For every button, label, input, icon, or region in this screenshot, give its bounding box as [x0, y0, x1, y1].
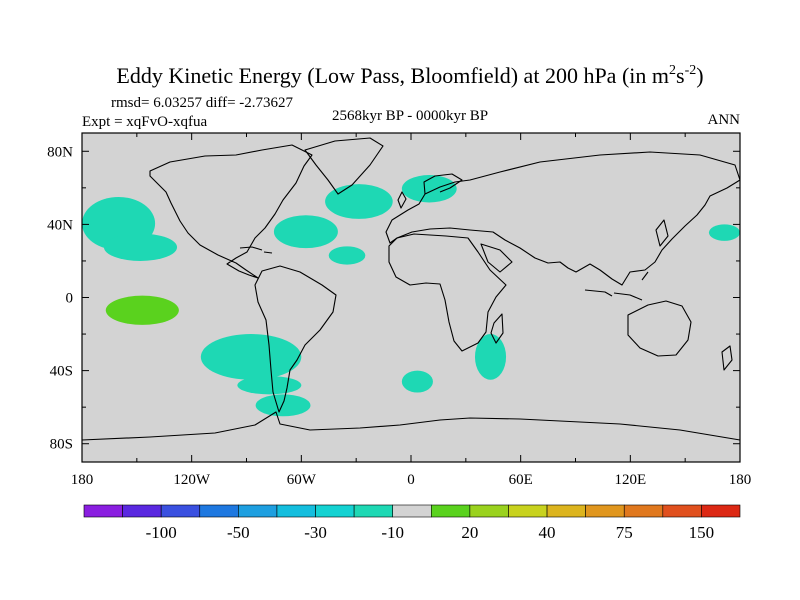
colorbar-swatch — [430, 504, 471, 518]
x-tick-label: 60E — [509, 472, 533, 488]
coast-british-isles — [397, 191, 407, 209]
coast-antarctica — [81, 411, 741, 441]
anomaly-mozambique — [474, 334, 507, 380]
coast-new-zealand — [721, 345, 733, 371]
x-tick-label: 0 — [407, 472, 415, 488]
colorbar-swatch — [701, 504, 741, 518]
anomaly-layer — [82, 175, 740, 417]
experiment-label: Expt = xqFvO-xqfua — [82, 114, 207, 130]
anomaly-azores — [328, 246, 366, 265]
anomaly-s-pacific-south — [237, 376, 302, 395]
y-tick-label: 80N — [47, 144, 73, 160]
y-axis: 80N 40N 0 40S 80S — [47, 144, 740, 453]
y-tick-label: 40S — [50, 364, 73, 380]
colorbar-label: 75 — [616, 523, 633, 542]
colorbar-swatch — [238, 504, 278, 518]
colorbar-swatch — [469, 504, 509, 518]
coast-africa — [388, 233, 507, 352]
colorbar-swatch — [662, 504, 702, 518]
colorbar-label: -10 — [381, 523, 404, 542]
colorbar-swatch — [199, 504, 239, 518]
coast-indonesia — [584, 271, 649, 301]
colorbar-swatch — [353, 504, 394, 518]
coast-greenland — [304, 137, 384, 195]
colorbar-label: 150 — [689, 523, 715, 542]
colorbar-swatch — [623, 504, 664, 518]
x-tick-label: 120E — [614, 472, 646, 488]
colorbar-swatch — [585, 504, 625, 518]
x-tick-label: 60W — [287, 472, 317, 488]
coastlines — [81, 137, 741, 441]
colorbar-swatch — [276, 504, 316, 518]
colorbar-swatch — [392, 504, 432, 518]
coast-arabia — [480, 243, 513, 273]
x-axis: 180 120W 60W 0 60E 120E 180 — [71, 133, 752, 488]
coast-japan — [655, 219, 669, 247]
period-label: 2568kyr BP - 0000kyr BP — [332, 108, 488, 124]
anomaly-n-pacific-far-east — [708, 224, 740, 241]
colorbar-label: -30 — [304, 523, 327, 542]
map-plot: 180 120W 60W 0 60E 120E 180 80N 40N 0 40S 80S — [47, 132, 752, 488]
colorbar-label: 40 — [539, 523, 556, 542]
season-label: ANN — [708, 112, 741, 128]
colorbar-swatch — [508, 504, 548, 518]
x-tick-label: 180 — [71, 472, 94, 488]
coast-scandinavia — [423, 173, 463, 195]
anomaly-subtropical-pacific — [105, 295, 179, 325]
x-tick-label: 180 — [729, 472, 752, 488]
colorbar-swatch — [546, 504, 586, 518]
anomaly-s-pacific-central — [200, 334, 302, 380]
anomaly-drake-passage — [255, 394, 311, 417]
anomaly-s-atlantic — [401, 370, 433, 393]
colorbar-label: -100 — [146, 523, 177, 542]
y-tick-label: 80S — [50, 437, 73, 453]
chart-title: Eddy Kinetic Energy (Low Pass, Bloomfiel… — [116, 63, 703, 88]
coast-caribbean — [239, 246, 273, 254]
colorbar-swatch — [122, 504, 162, 518]
coast-eurasia — [385, 151, 741, 286]
coast-south-america — [254, 265, 337, 413]
rmsd-label: rmsd= 6.03257 diff= -2.73627 — [111, 95, 294, 111]
anomaly-n-pacific-east — [103, 233, 178, 261]
anomaly-n-atlantic-central — [325, 184, 393, 219]
colorbar-swatch — [83, 504, 123, 518]
colorbar-swatch — [160, 504, 201, 518]
colorbar-label: 20 — [461, 523, 478, 542]
y-tick-label: 40N — [47, 217, 73, 233]
coast-australia — [627, 300, 692, 357]
y-tick-label: 0 — [66, 291, 74, 307]
anomaly-n-atlantic-west — [273, 215, 338, 249]
coast-madagascar — [490, 313, 504, 344]
colorbar-label: -50 — [227, 523, 250, 542]
colorbar-swatch — [315, 504, 355, 518]
coast-north-america — [149, 144, 313, 279]
x-tick-label: 120W — [173, 472, 211, 488]
colorbar: -100 -50 -30 -10 20 40 75 150 — [83, 504, 741, 542]
anomaly-scandinavia — [401, 175, 457, 203]
